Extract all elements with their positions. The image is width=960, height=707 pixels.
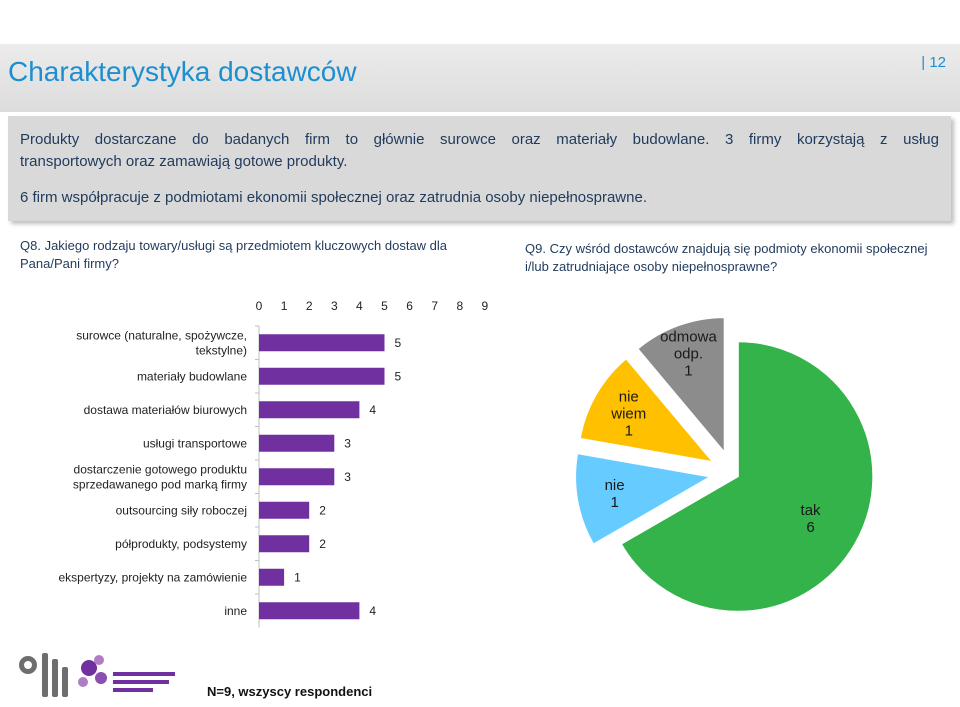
category-label: dostarczenie gotowego produktu [74,462,247,476]
question-q9: Q9. Czy wśród dostawców znajdują się pod… [525,241,928,275]
bar-value-label: 3 [344,436,351,450]
pie-slice-label: wiem [610,405,646,422]
pie-slice-label: nie [605,477,625,494]
bar [259,367,385,385]
bar [259,401,360,419]
pie-slice-label: odmowa [660,328,717,345]
pie-slice-label: 1 [625,422,633,439]
respondents-note: N=9, wszyscy respondenci [207,684,373,699]
category-label: usługi transportowe [143,436,247,450]
category-label: półprodukty, podsystemy [115,537,247,551]
category-label: materiały budowlane [137,369,247,383]
x-tick-label: 8 [456,299,463,313]
x-tick-label: 9 [482,299,489,313]
pie-slice [620,340,874,613]
page-title: Charakterystyka dostawców [8,56,357,87]
ibr-logo [19,653,68,697]
category-label: outsourcing siły roboczej [116,503,247,517]
bar-value-label: 5 [395,369,402,383]
bar-value-label: 2 [319,503,326,517]
bar-value-label: 5 [395,336,402,350]
bar [259,501,310,519]
pie-slice [574,452,713,546]
category-label: inne [224,604,247,618]
bar-value-label: 4 [369,604,376,618]
question-q8: Q8. Jakiego rodzaju towary/usługi są prz… [20,238,448,272]
bar [259,434,335,452]
bar-value-label: 1 [294,570,301,584]
summary-box: Produkty dostarczane do badanych firm to… [8,116,951,221]
x-tick-label: 7 [431,299,438,313]
bar [259,602,360,620]
bar [259,535,310,553]
pie-slice-label: tak [801,502,822,519]
pie-slice-label: 1 [610,494,618,511]
x-tick-label: 3 [331,299,338,313]
x-tick-label: 5 [381,299,388,313]
bar-value-label: 3 [344,470,351,484]
category-label: surowce (naturalne, spożywcze, [76,328,247,342]
category-label: tekstylne) [196,343,247,357]
forum-logo [78,655,175,692]
category-label: dostawa materiałów biurowych [84,403,247,417]
bar [259,568,285,586]
category-label: sprzedawanego pod marką firmy [73,477,247,491]
category-label: ekspertyzy, projekty na zamówienie [58,570,247,584]
x-tick-label: 4 [356,299,363,313]
bar [259,334,385,352]
x-tick-label: 1 [281,299,288,313]
pie-slice-label: odp. [674,345,703,362]
title-bar: Charakterystyka dostawców | 12 [0,44,960,112]
bar [259,468,335,486]
x-tick-label: 0 [256,299,263,313]
bar-value-label: 4 [369,403,376,417]
pie-slice-label: nie [619,388,639,405]
x-tick-label: 6 [406,299,413,313]
pie-slice [579,357,715,464]
bar-value-label: 2 [319,537,326,551]
page-number: | 12 [921,54,946,71]
pie-slice [636,316,726,455]
summary-line-3: 6 firm współpracuje z podmiotami ekonomi… [20,188,647,206]
pie-slice-label: 6 [806,519,814,536]
summary-line-1: Produkty dostarczane do badanych firm to… [20,131,939,148]
x-tick-label: 2 [306,299,313,313]
summary-line-2: transportowych oraz zamawiają gotowe pro… [20,152,348,170]
pie-slice-label: 1 [684,362,692,379]
